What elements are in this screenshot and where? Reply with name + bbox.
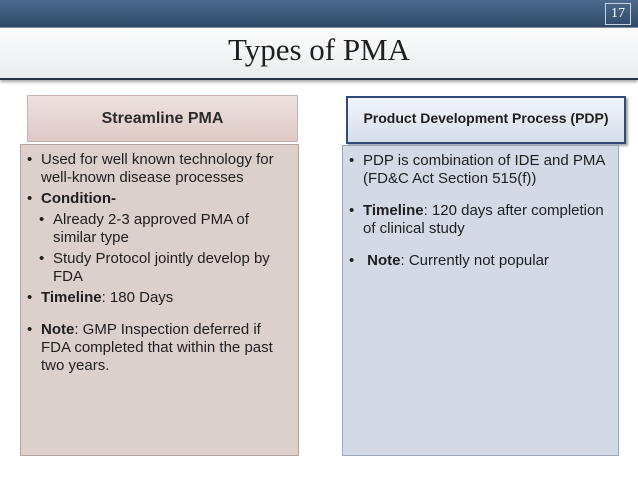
list-item: • Used for well known technology for wel… xyxy=(27,151,290,187)
pdp-box: • PDP is combination of IDE and PMA (FD&… xyxy=(342,145,619,456)
bullet: • xyxy=(27,190,33,207)
slide-number: 17 xyxy=(605,3,631,25)
item-text: Already 2-3 approved PMA of similar type xyxy=(53,211,249,246)
item-text: Used for well known technology for well-… xyxy=(41,151,274,186)
item-text: : 120 days after completion of clinical … xyxy=(363,202,604,237)
item-text: : GMP Inspection deferred if FDA complet… xyxy=(41,321,273,374)
pdp-heading: Product Development Process (PDP) xyxy=(363,110,609,126)
item-text: Study Protocol jointly develop by FDA xyxy=(53,250,270,285)
item-bold: Timeline xyxy=(363,202,424,219)
list-item: • PDP is combination of IDE and PMA (FD&… xyxy=(349,152,612,188)
list-item: • Timeline: 120 days after completion of… xyxy=(349,202,612,238)
bullet: • xyxy=(349,202,355,219)
bullet: • xyxy=(27,151,33,168)
item-text: PDP is combination of IDE and PMA (FD&C … xyxy=(363,152,605,187)
slide-title: Types of PMA xyxy=(227,32,411,67)
bullet: • xyxy=(39,250,45,267)
pdp-header: Product Development Process (PDP) xyxy=(346,96,626,144)
bullet: • xyxy=(349,152,355,169)
streamline-pma-heading: Streamline PMA xyxy=(101,110,224,127)
item-bold: Note xyxy=(41,321,75,338)
list-item: • Condition- xyxy=(27,190,290,208)
bullet: • xyxy=(27,289,33,306)
item-text: : Currently not popular xyxy=(400,252,549,269)
bullet: • xyxy=(39,211,45,228)
list-item: • Timeline: 180 Days xyxy=(27,289,290,307)
bullet: • xyxy=(27,321,33,338)
sub-list-item: • Study Protocol jointly develop by FDA xyxy=(39,250,290,286)
sub-list-item: • Already 2-3 approved PMA of similar ty… xyxy=(39,211,290,247)
item-bold: Note xyxy=(367,252,401,269)
item-bold: Condition- xyxy=(41,190,116,207)
bullet: • xyxy=(349,252,355,269)
list-item: • Note: Currently not popular xyxy=(349,252,612,270)
item-text: : 180 Days xyxy=(101,289,174,306)
list-item: • Note: GMP Inspection deferred if FDA c… xyxy=(27,321,290,375)
top-bar: 17 xyxy=(0,0,638,27)
streamline-pma-header: Streamline PMA xyxy=(27,95,298,142)
streamline-pma-box: • Used for well known technology for wel… xyxy=(20,144,299,456)
item-bold: Timeline xyxy=(41,289,102,306)
title-band: Types of PMA xyxy=(0,27,638,80)
